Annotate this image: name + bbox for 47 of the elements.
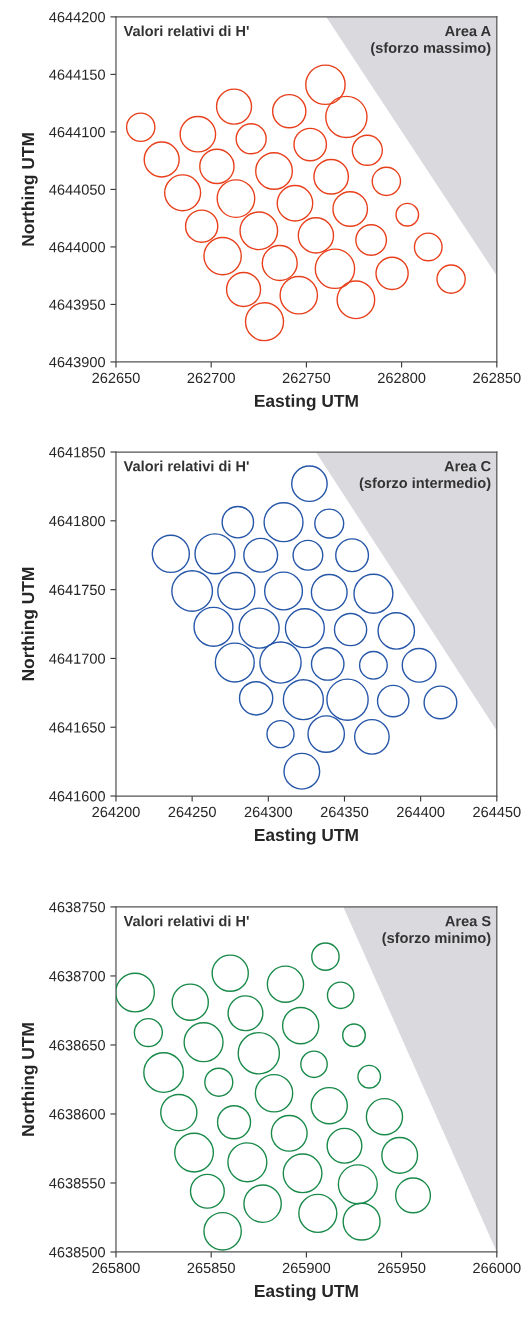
y-tick-label: 4638750 [49, 902, 105, 913]
y-axis-title: Northing UTM [21, 133, 38, 246]
x-tick-label: 264200 [92, 806, 140, 818]
x-axis-title: Easting UTM [254, 1284, 358, 1301]
x-tick-label: 262850 [473, 372, 521, 384]
y-tick-label: 4638600 [49, 1109, 105, 1120]
x-tick-label: 262750 [282, 372, 331, 384]
y-tick-label: 4643950 [49, 299, 105, 310]
x-tick-label: 262800 [378, 372, 426, 384]
x-tick-label: 264350 [320, 806, 369, 818]
y-tick-label: 4638500 [49, 1247, 105, 1258]
y-tick-label: 4644200 [49, 11, 105, 23]
annotation: Valori relativi di H' [123, 25, 249, 37]
y-tick-label: 4644150 [49, 69, 105, 80]
y-tick-label: 4641700 [49, 653, 105, 664]
annotation: Valori relativi di H' [123, 460, 249, 472]
annotation: Area A (sforzo massimo) [371, 26, 491, 56]
annotation: Valori relativi di H' [123, 915, 249, 927]
x-tick-label: 262650 [92, 372, 140, 384]
y-tick-label: 4644000 [49, 242, 105, 253]
x-tick-label: 264300 [244, 806, 293, 818]
y-tick-label: 4641650 [49, 722, 105, 733]
x-axis-title: Easting UTM [254, 828, 358, 845]
y-tick-label: 4644100 [49, 127, 105, 138]
x-tick-label: 264250 [168, 806, 216, 818]
y-tick-label: 4638650 [49, 1040, 105, 1051]
x-tick-label: 264450 [473, 806, 521, 818]
y-tick-label: 4644050 [49, 184, 105, 195]
x-tick-label: 265900 [282, 1262, 331, 1274]
y-tick-label: 4641850 [49, 447, 105, 458]
y-axis-title: Northing UTM [21, 567, 38, 681]
y-tick-label: 4643900 [49, 357, 105, 368]
y-tick-label: 4638550 [49, 1178, 105, 1189]
annotation: Area S (sforzo minimo) [382, 915, 491, 946]
x-tick-label: 265800 [92, 1262, 140, 1274]
y-tick-label: 4641800 [49, 515, 105, 527]
y-axis-title: Northing UTM [21, 1023, 38, 1136]
annotation: Area C (sforzo intermedio) [359, 461, 491, 491]
y-tick-label: 4641750 [49, 584, 105, 596]
x-tick-label: 264400 [397, 806, 445, 818]
x-tick-label: 266000 [473, 1262, 521, 1274]
x-axis-title: Easting UTM [254, 394, 358, 411]
x-tick-label: 265950 [378, 1262, 426, 1274]
x-tick-label: 265850 [187, 1262, 235, 1274]
x-tick-label: 262700 [187, 372, 235, 384]
y-tick-label: 4641600 [49, 791, 105, 802]
y-tick-label: 4638700 [49, 971, 105, 982]
